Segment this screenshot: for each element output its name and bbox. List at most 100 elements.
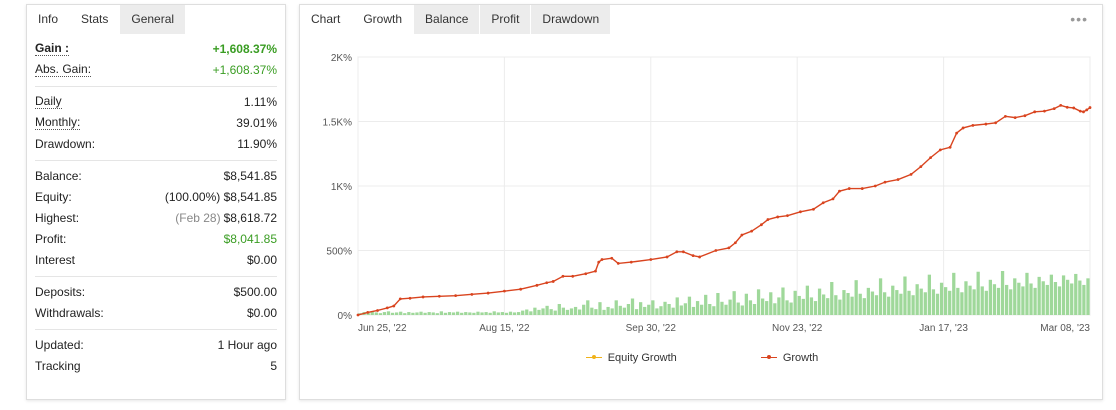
volume-bar [423, 312, 427, 315]
stats-group-deposits: Deposits: $500.00 Withdrawals: $0.00 [35, 277, 277, 330]
volume-bar [948, 290, 952, 315]
volume-bar [683, 303, 687, 315]
tab-profit[interactable]: Profit [480, 5, 532, 34]
growth-point [698, 255, 701, 259]
volume-bar [809, 297, 814, 315]
growth-point [1013, 116, 1017, 120]
growth-point [675, 250, 679, 254]
monthly-label[interactable]: Monthly: [35, 114, 81, 130]
growth-point [776, 215, 780, 219]
growth-point [760, 223, 763, 227]
volume-bar [870, 291, 875, 315]
legend-equity-marker [585, 354, 602, 362]
x-tick-label: Jun 25, '22 [358, 323, 407, 334]
tracking-value: 5 [270, 358, 277, 373]
y-tick-label: 1.5K% [323, 118, 353, 129]
volume-bar [525, 309, 529, 315]
legend-equity-growth[interactable]: Equity Growth [585, 352, 677, 364]
volume-bar [1066, 279, 1070, 315]
deposits-label: Deposits: [35, 284, 86, 299]
more-dots-icon[interactable]: ••• [1070, 11, 1088, 27]
tab-info[interactable]: Info [27, 5, 71, 34]
growth-point [799, 210, 802, 214]
growth-point [392, 304, 396, 308]
legend-equity-dot [591, 355, 596, 359]
legend-growth-dot [766, 355, 771, 359]
legend-growth[interactable]: Growth [760, 352, 819, 364]
volume-bar [923, 292, 927, 315]
stat-row-monthly: Monthly: 39.01% [35, 112, 277, 133]
volume-bar [956, 287, 960, 315]
growth-point [994, 121, 998, 125]
x-tick-label: Nov 23, '22 [772, 323, 823, 334]
growth-point [486, 291, 490, 295]
volume-bar [887, 296, 891, 315]
volume-bar [785, 300, 789, 315]
tab-general[interactable]: General [120, 5, 187, 34]
volume-bar [634, 309, 639, 315]
growth-point [948, 145, 952, 149]
chart-growth-line [356, 103, 1092, 317]
growth-point [740, 233, 744, 237]
growth-point [545, 281, 549, 285]
growth-point [847, 187, 851, 190]
volume-bar [838, 299, 842, 315]
growth-point [665, 255, 669, 259]
updated-value: 1 Hour ago [217, 337, 277, 352]
stats-group-balance: Balance: $8,541.85 Equity: (100.00%) $8,… [35, 161, 277, 277]
growth-point [519, 287, 523, 291]
tab-drawdown[interactable]: Drawdown [531, 5, 612, 34]
volume-bar [590, 307, 594, 315]
volume-bar [797, 295, 801, 315]
volume-bar [1049, 274, 1053, 315]
growth-point [629, 260, 633, 264]
volume-bar [736, 302, 740, 315]
volume-bar [508, 311, 513, 315]
growth-point [961, 126, 965, 130]
growth-point [860, 187, 864, 190]
volume-bar [744, 293, 748, 315]
stat-row-tracking: Tracking 5 [35, 355, 277, 376]
volume-bar [695, 301, 700, 315]
volume-bar [468, 312, 472, 315]
volume-bar [972, 289, 976, 315]
volume-bar [500, 312, 504, 315]
legend-equity-label: Equity Growth [607, 352, 677, 364]
tab-balance[interactable]: Balance [414, 5, 481, 34]
profit-label: Profit: [35, 231, 67, 246]
volume-bar [691, 306, 696, 315]
growth-point [873, 184, 877, 188]
y-tick-label: 2K% [331, 53, 352, 64]
abs-gain-label[interactable]: Abs. Gain: [35, 61, 92, 77]
growth-point [733, 241, 737, 245]
volume-bar [984, 290, 988, 315]
volume-bar [610, 308, 614, 315]
volume-bar [439, 311, 443, 315]
volume-bar [769, 292, 773, 315]
daily-label[interactable]: Daily [35, 93, 62, 109]
growth-point [766, 218, 770, 221]
balance-label: Balance: [35, 168, 82, 183]
volume-bar [1005, 284, 1009, 315]
gain-value: +1,608.37% [212, 41, 277, 56]
growth-point [919, 165, 923, 169]
volume-bar [1070, 283, 1074, 315]
tab-stats[interactable]: Stats [70, 5, 121, 34]
volume-bar [529, 311, 533, 315]
gain-label[interactable]: Gain : [35, 40, 70, 56]
volume-bar [878, 278, 883, 315]
volume-bar [939, 282, 944, 315]
growth-point [883, 180, 887, 184]
growth-point [597, 260, 601, 264]
stat-row-interest: Interest $0.00 [35, 249, 277, 270]
volume-bar [639, 302, 643, 315]
volume-bar [765, 301, 769, 315]
growth-point [831, 197, 835, 201]
volume-bar [1074, 273, 1078, 315]
tab-growth[interactable]: Growth [352, 5, 415, 34]
volume-bar [598, 302, 602, 315]
legend-growth-label: Growth [782, 352, 819, 364]
volume-bar [1053, 282, 1058, 315]
volume-bar [606, 306, 610, 315]
volume-bar [1033, 287, 1037, 315]
